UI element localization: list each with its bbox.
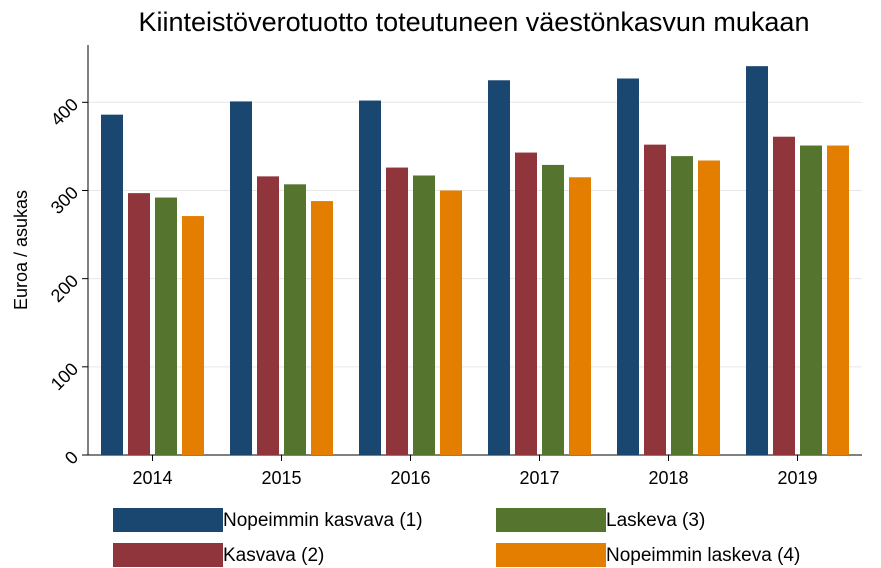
bar [128,193,150,455]
bar [257,176,279,455]
bar [698,160,720,455]
bar [800,145,822,456]
y-tick-label: 200 [47,271,82,306]
bar [413,175,435,455]
legend-swatch [496,543,606,567]
x-tick-label: 2015 [261,468,301,488]
y-tick-label: 400 [47,94,82,129]
bar [230,101,252,455]
bar [488,80,510,456]
bar [101,114,123,455]
bar [284,184,306,455]
bar [386,167,408,455]
bar [773,136,795,456]
legend-label: Laskeva (3) [606,510,705,531]
x-tick-label: 2018 [648,468,688,488]
legend-label: Kasvava (2) [223,545,324,566]
chart-title: Kiinteistöverotuotto toteutuneen väestön… [139,7,810,37]
y-axis-label: Euroa / asukas [11,190,31,310]
y-tick-label: 300 [47,183,82,218]
bar [671,156,693,455]
bar [746,66,768,456]
legend-swatch [113,508,223,532]
bar [515,152,537,455]
legend-swatch [496,508,606,532]
bar [617,78,639,456]
legend-label: Nopeimmin laskeva (4) [606,545,800,566]
bar [359,100,381,455]
legend-swatch [113,543,223,567]
bar [311,201,333,455]
bar [182,216,204,455]
x-tick-label: 2017 [519,468,559,488]
bar [644,144,666,456]
bar [440,190,462,455]
bar [827,145,849,456]
bar [569,177,591,456]
x-tick-label: 2016 [390,468,430,488]
y-tick-label: 0 [61,447,82,468]
bar [542,164,564,455]
legend-label: Nopeimmin kasvava (1) [223,510,423,531]
bar [155,197,177,455]
x-tick-label: 2019 [777,468,817,488]
x-tick-label: 2014 [132,468,172,488]
y-tick-label: 100 [47,359,82,394]
